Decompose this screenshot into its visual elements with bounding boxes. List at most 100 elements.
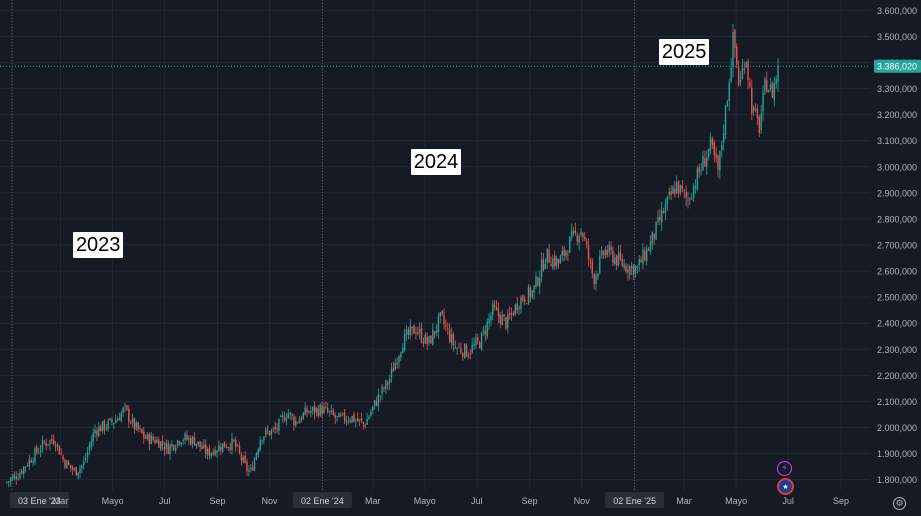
candle — [722, 124, 725, 151]
candle-body — [126, 405, 128, 410]
y-tick-label: 2.300,000 — [877, 345, 917, 355]
candle-body — [92, 432, 94, 442]
candle-body — [711, 139, 714, 145]
candle-body — [24, 466, 27, 468]
candle — [754, 103, 757, 113]
candle — [589, 257, 592, 269]
candle — [691, 193, 693, 200]
candle-body — [679, 184, 682, 193]
candle-body — [730, 67, 732, 83]
candle — [435, 324, 438, 337]
current-price-label-text: 3.386,020 — [877, 62, 917, 72]
candle-body — [62, 456, 64, 460]
candle-body — [212, 451, 214, 455]
candle-body — [190, 438, 192, 445]
candle-body — [467, 355, 470, 357]
candle — [313, 401, 316, 420]
candle-body — [21, 471, 23, 474]
candle — [676, 175, 678, 195]
candle-body — [86, 451, 89, 458]
candle — [741, 58, 744, 80]
y-axis[interactable]: 1.800,000 1.900,000 2.000,000 2.100,000 2.20… — [870, 0, 921, 511]
candle-body — [659, 216, 661, 221]
candle — [542, 252, 545, 272]
candle-body — [576, 235, 578, 242]
candle — [403, 328, 406, 352]
candle-body — [351, 415, 353, 423]
candle — [477, 333, 479, 345]
candle — [116, 416, 119, 422]
candle-body — [188, 437, 190, 440]
candle — [131, 413, 134, 428]
candle — [111, 416, 113, 426]
candle-body — [283, 416, 286, 422]
candle-body — [163, 447, 166, 450]
candle-body — [606, 249, 608, 255]
candle — [201, 441, 203, 450]
candle-body — [646, 248, 648, 262]
candle — [709, 132, 712, 155]
us-flag-icon[interactable]: ★ — [777, 478, 794, 495]
current-price-label: 3.386,020 — [874, 59, 921, 73]
candle-body — [392, 368, 395, 372]
candle — [34, 445, 36, 465]
candle — [634, 264, 637, 278]
candle-body — [133, 418, 136, 430]
candle-body — [428, 336, 430, 343]
candle — [327, 402, 329, 414]
candle — [430, 335, 432, 344]
year-annotation-2025: 2025 — [658, 39, 710, 66]
candle — [355, 418, 357, 427]
candle — [467, 351, 470, 360]
candle — [696, 165, 699, 192]
candle-body — [19, 472, 21, 479]
candle — [276, 423, 278, 434]
candle-body — [488, 318, 490, 324]
x-tick-label: Jul — [782, 496, 794, 506]
candle-body — [268, 431, 271, 436]
candle — [529, 285, 532, 303]
candle-body — [214, 449, 216, 455]
y-tick-label: 3.200,000 — [877, 110, 917, 120]
candle-body — [111, 419, 113, 423]
candle — [129, 420, 132, 425]
candle — [233, 438, 235, 443]
candle — [460, 342, 462, 355]
candle-body — [79, 467, 81, 473]
candle-body — [220, 447, 222, 451]
candle — [629, 264, 631, 280]
candle — [473, 337, 475, 350]
candle — [300, 415, 303, 423]
candle — [415, 326, 417, 340]
candle-body — [81, 465, 83, 469]
candle — [357, 412, 359, 422]
candle-body — [158, 439, 160, 448]
candle-body — [340, 415, 342, 416]
candle — [83, 456, 85, 470]
candle — [203, 438, 205, 450]
candle-body — [713, 142, 715, 156]
candle-body — [676, 182, 678, 193]
candle-body — [642, 249, 644, 265]
candle — [342, 412, 344, 417]
candle — [670, 185, 672, 200]
candle-body — [263, 436, 265, 441]
candle-body — [518, 307, 520, 309]
candle-body — [373, 400, 376, 406]
candle — [692, 183, 695, 202]
candle-body — [278, 418, 280, 431]
gear-icon[interactable]: ⚙ — [893, 497, 906, 510]
candle-body — [56, 444, 59, 447]
candle — [426, 332, 428, 350]
lightning-icon[interactable]: ⚡ — [777, 461, 792, 476]
candle — [595, 270, 597, 291]
candle — [632, 263, 635, 281]
candle-body — [756, 108, 759, 119]
candle-body — [448, 329, 451, 342]
candle-body — [587, 245, 590, 259]
candle-body — [319, 404, 321, 416]
candle-body — [415, 332, 417, 334]
